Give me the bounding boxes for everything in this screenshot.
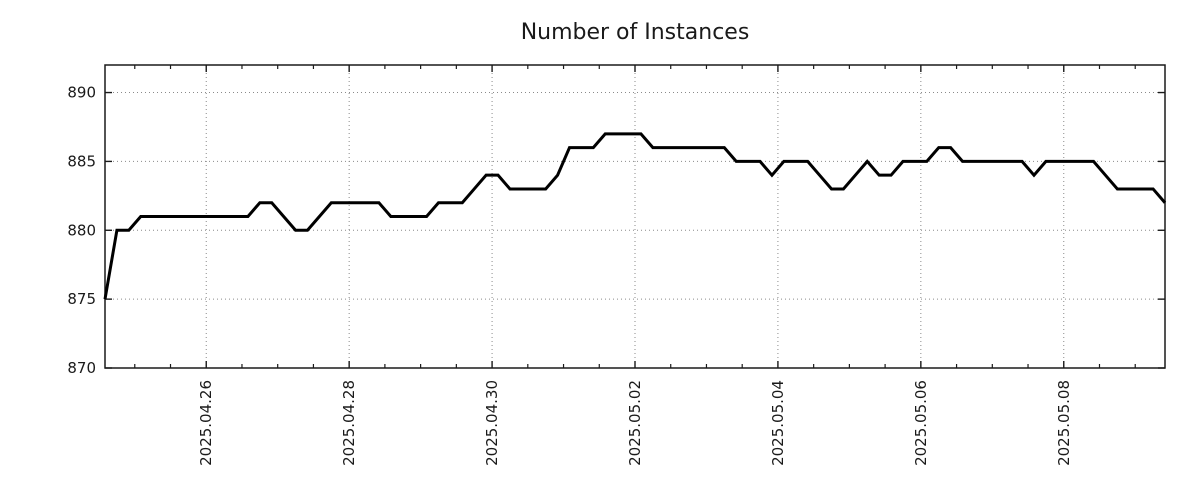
x-tick-label: 2025.05.06 bbox=[912, 380, 930, 466]
x-tick-label: 2025.05.08 bbox=[1055, 380, 1073, 466]
series-line-instances bbox=[103, 132, 1167, 300]
y-tick-label: 870 bbox=[67, 359, 96, 377]
chart-title: Number of Instances bbox=[521, 20, 750, 45]
x-tick-label: 2025.05.04 bbox=[769, 380, 787, 466]
series-layer bbox=[103, 132, 1167, 300]
y-tick-label: 880 bbox=[67, 221, 96, 239]
axis-label-layer: 870 875 880 885 890 2025.04.26 2025.04.28 2025.… bbox=[67, 84, 1072, 466]
y-tick-label: 890 bbox=[67, 84, 96, 102]
x-tick-label: 2025.04.26 bbox=[197, 380, 215, 466]
x-tick-label: 2025.04.28 bbox=[340, 380, 358, 466]
x-tick-label: 2025.04.30 bbox=[483, 380, 501, 466]
y-tick-label: 875 bbox=[67, 290, 96, 308]
grid-layer bbox=[105, 65, 1165, 368]
x-tick-label: 2025.05.02 bbox=[626, 380, 644, 466]
y-tick-label: 885 bbox=[67, 152, 96, 170]
plot-border bbox=[104, 64, 1166, 369]
tick-layer bbox=[105, 65, 1165, 369]
